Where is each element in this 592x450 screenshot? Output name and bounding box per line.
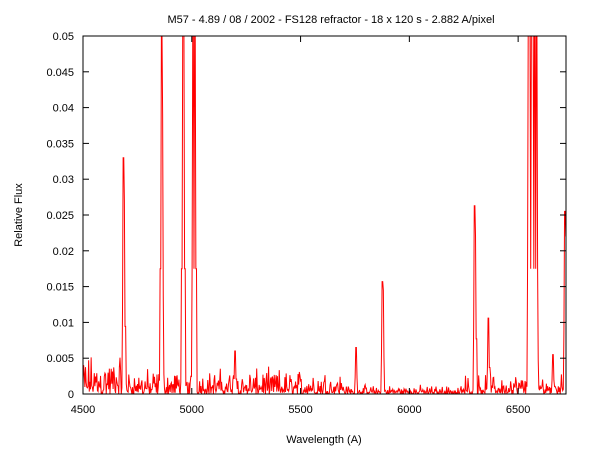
- chart-title: M57 - 4.89 / 08 / 2002 - FS128 refractor…: [167, 14, 494, 26]
- y-tick-label: 0.025: [46, 210, 74, 222]
- x-axis-label: Wavelength (A): [286, 434, 361, 446]
- y-tick-label: 0.035: [46, 138, 74, 150]
- plot-area: [83, 36, 566, 394]
- y-tick-label: 0.01: [53, 317, 74, 329]
- plot-frame: [82, 35, 567, 395]
- x-tick-label: 5500: [288, 404, 312, 416]
- x-tick-label: 6500: [506, 404, 530, 416]
- spectrum-series-line: [83, 36, 566, 394]
- y-tick-label: 0: [68, 389, 74, 401]
- x-tick-label: 4500: [71, 404, 95, 416]
- y-tick-label: 0.05: [53, 31, 74, 43]
- y-tick-label: 0.015: [46, 282, 74, 294]
- y-tick-label: 0.03: [53, 174, 74, 186]
- y-tick-label: 0.02: [53, 246, 74, 258]
- axes: 4500 5000 5500 6000 6500 0 0.005 0.01 0.015 0.02 0…: [46, 31, 567, 416]
- x-tick-label: 5000: [180, 404, 204, 416]
- y-tick-label: 0.005: [46, 353, 74, 365]
- y-tick-label: 0.045: [46, 67, 74, 79]
- x-tick-label: 6000: [397, 404, 421, 416]
- y-axis-label: Relative Flux: [13, 183, 25, 247]
- y-tick-label: 0.04: [53, 103, 74, 115]
